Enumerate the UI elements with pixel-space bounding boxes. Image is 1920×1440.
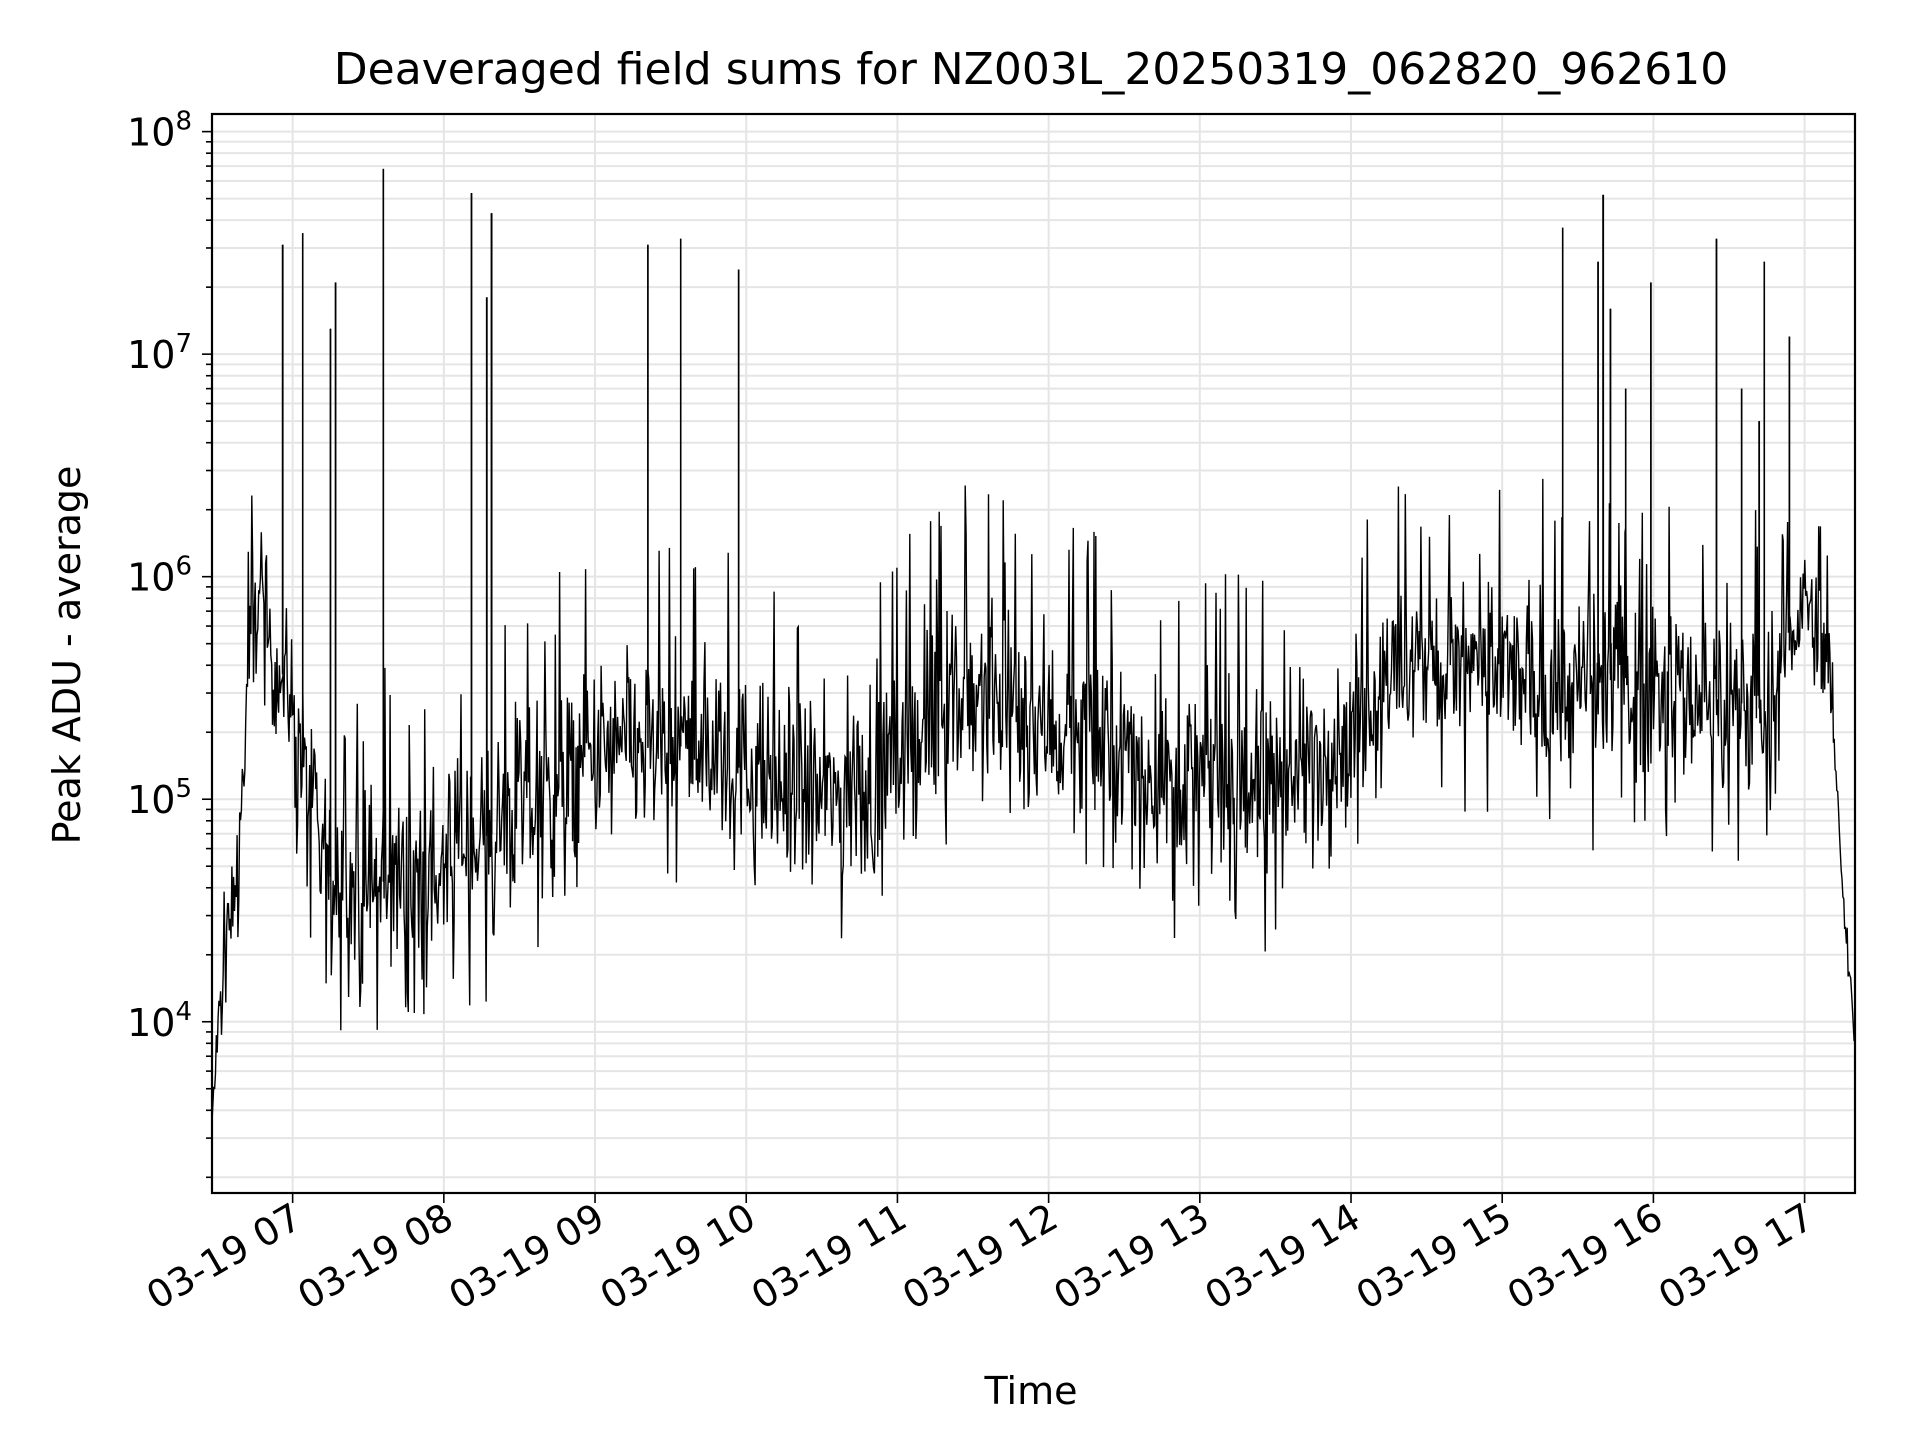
x-axis-label: Time — [984, 1369, 1078, 1413]
y-axis-label: Peak ADU - average — [45, 466, 89, 845]
y-tick-label: 104 — [127, 997, 192, 1045]
series — [211, 168, 1856, 1122]
y-tick-label: 106 — [127, 552, 192, 600]
series-line — [211, 168, 1856, 1122]
y-tick-label: 105 — [127, 774, 192, 822]
chart-title: Deaveraged field sums for NZ003L_2025031… — [334, 44, 1728, 95]
y-tick-label: 108 — [127, 107, 192, 155]
y-tick-label: 107 — [127, 329, 192, 377]
plot-frame — [210, 112, 1857, 1195]
